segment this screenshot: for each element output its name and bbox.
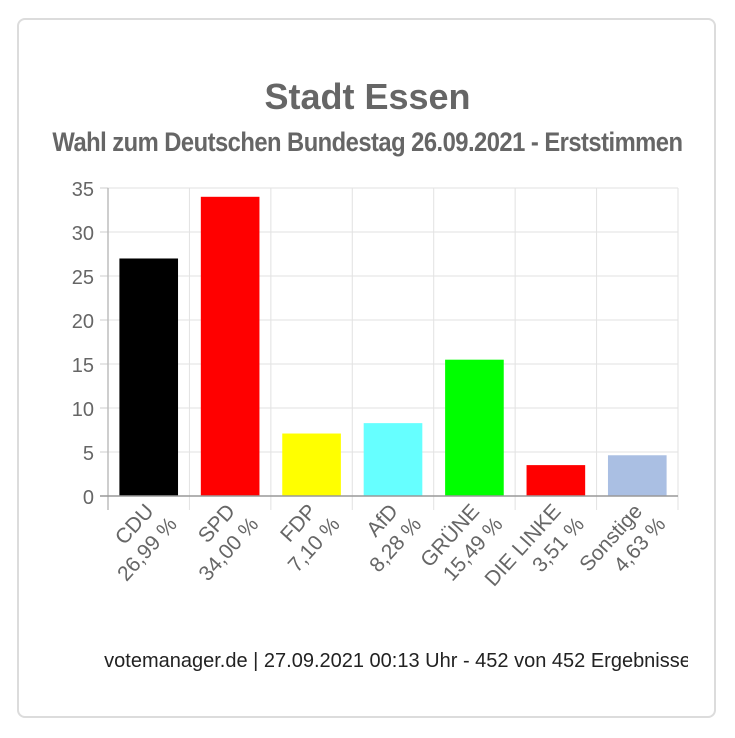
y-tick-label: 10 <box>72 399 94 421</box>
bar-grüne[interactable] <box>445 359 504 496</box>
bar-cdu[interactable] <box>119 258 179 496</box>
y-tick-label: 20 <box>72 311 94 333</box>
footer-container: votemanager.de | 27.09.2021 00:13 Uhr - … <box>45 650 688 680</box>
bar-sonstige[interactable] <box>607 455 667 496</box>
chart-title: Stadt Essen <box>264 76 471 117</box>
y-tick-label: 30 <box>72 223 94 245</box>
bars <box>119 196 667 497</box>
bar-spd[interactable] <box>200 196 260 497</box>
bar-die-linke[interactable] <box>526 465 586 496</box>
y-tick-label: 25 <box>72 267 94 289</box>
y-tick-label: 15 <box>72 355 94 377</box>
footer-source: votemanager.de | 27.09.2021 00:13 Uhr - … <box>104 650 688 672</box>
y-tick-label: 5 <box>83 443 94 465</box>
y-axis-ticks: 0 5 10 15 20 25 30 35 <box>72 179 94 509</box>
bar-fdp[interactable] <box>282 433 341 496</box>
chart-subtitle: Wahl zum Deutschen Bundestag 26.09.2021 … <box>52 127 683 157</box>
y-tick-label: 0 <box>83 487 94 509</box>
y-tick-label: 35 <box>72 179 94 201</box>
axes <box>100 188 678 510</box>
bar-afd[interactable] <box>363 423 423 496</box>
